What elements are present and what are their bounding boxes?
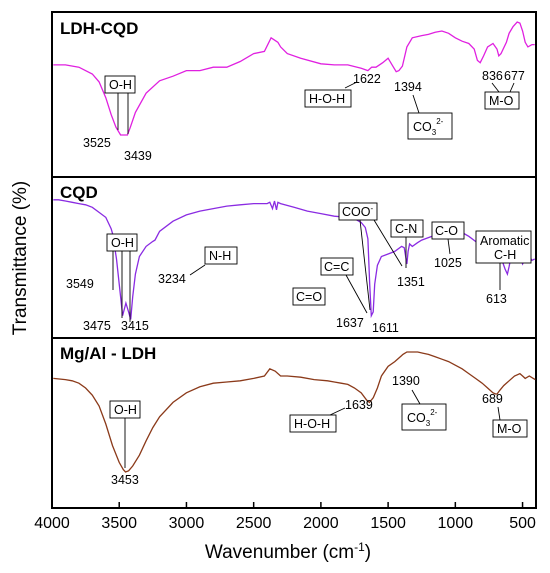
label-1394: 1394 <box>394 80 422 94</box>
x-tick-label: 1500 <box>370 515 406 532</box>
label-1639: 1639 <box>345 398 373 412</box>
label-3234: 3234 <box>158 272 186 286</box>
series-line-mg-al-ldh <box>53 351 536 473</box>
label-co3-ldh-cqd: CO32- <box>413 117 444 137</box>
x-tick-label: 3000 <box>169 515 205 532</box>
x-tick-label: 500 <box>509 515 536 532</box>
label-c-o: C-O <box>435 224 458 238</box>
label-mo-ldh-cqd: M-O <box>489 94 514 108</box>
label-hoh-ldh-cqd: H-O-H <box>309 92 345 106</box>
annotations-mg-al-ldh: O-H 3453 H-O-H 1639 1390 CO32- 689 M-O <box>109 374 528 487</box>
x-axis-title: Wavenumber (cm-1) <box>205 540 371 563</box>
label-1025: 1025 <box>434 256 462 270</box>
label-oh-ldh-cqd: O-H <box>109 78 132 92</box>
label-3439: 3439 <box>124 149 152 163</box>
plot-frame <box>51 11 537 509</box>
label-cn: C-N <box>395 222 417 236</box>
label-aromatic-ch: C-H <box>494 248 516 262</box>
x-tick-label: 1000 <box>438 515 474 532</box>
x-axis: 4000 3500 3000 2500 2000 1500 1000 500 <box>34 502 536 532</box>
series-line-ldh-cqd <box>53 21 535 136</box>
label-c-double-o: C=O <box>296 290 322 304</box>
label-677: 677 <box>504 69 525 83</box>
label-nh: N-H <box>209 249 231 263</box>
annotations-cqd: O-H 3549 3475 3415 N-H 3234 C=O C=C 1637… <box>66 202 532 335</box>
label-c-double-c: C=C <box>324 260 349 274</box>
label-1390: 1390 <box>392 374 420 388</box>
label-mo-ldh: M-O <box>497 422 522 436</box>
label-836: 836 <box>482 69 503 83</box>
label-3453: 3453 <box>111 473 139 487</box>
x-tick-label: 3500 <box>101 515 137 532</box>
label-1622: 1622 <box>353 72 381 86</box>
x-tick-label: 4000 <box>34 515 70 532</box>
label-oh-cqd: O-H <box>111 236 134 250</box>
label-613: 613 <box>486 292 507 306</box>
label-1351: 1351 <box>397 275 425 289</box>
panel-title-cqd: CQD <box>60 183 98 202</box>
label-3415: 3415 <box>121 319 149 333</box>
label-hoh-ldh: H-O-H <box>294 417 330 431</box>
annotations-ldh-cqd: O-H 3525 3439 H-O-H 1622 1394 CO32- 836 … <box>83 69 525 163</box>
label-aromatic: Aromatic <box>480 234 529 248</box>
label-1637: 1637 <box>336 316 364 330</box>
x-tick-label: 2500 <box>236 515 272 532</box>
label-coo: COO- <box>342 204 373 219</box>
x-tick-label: 2000 <box>303 515 339 532</box>
label-1611: 1611 <box>372 321 399 335</box>
label-689: 689 <box>482 392 503 406</box>
label-oh-ldh: O-H <box>114 403 137 417</box>
label-co3-ldh: CO32- <box>407 408 438 428</box>
panel-title-ldh-cqd: LDH-CQD <box>60 19 138 38</box>
label-3525: 3525 <box>83 136 111 150</box>
label-3475: 3475 <box>83 319 111 333</box>
label-3549: 3549 <box>66 277 94 291</box>
y-axis-title: Transmittance (%) <box>10 181 31 336</box>
panel-title-mg-al-ldh: Mg/Al - LDH <box>60 344 156 363</box>
